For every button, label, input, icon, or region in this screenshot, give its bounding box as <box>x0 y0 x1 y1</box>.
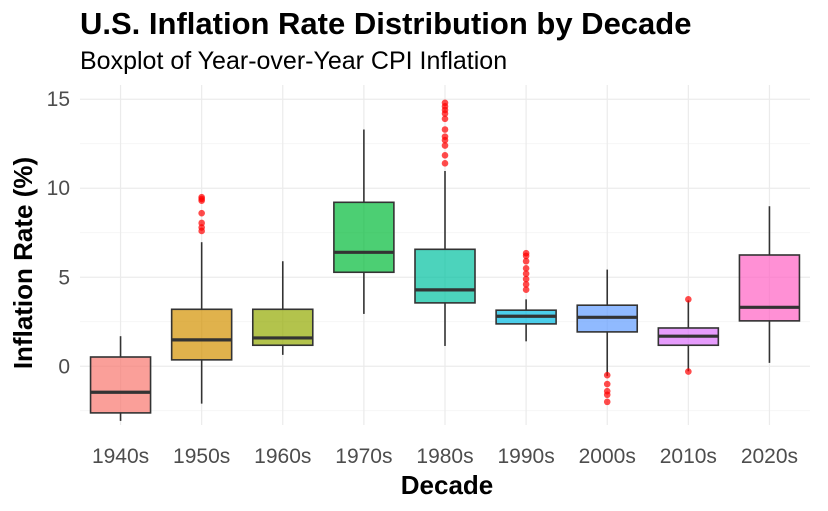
box-iqr <box>89 356 152 414</box>
outlier-point <box>522 265 530 272</box>
outlier-point <box>198 209 205 217</box>
outlier-point <box>522 249 530 257</box>
outlier-point <box>198 193 205 201</box>
x-tick-label: 2000s <box>579 445 636 468</box>
outlier-point <box>441 160 449 167</box>
outlier-point <box>522 257 530 265</box>
y-tick-label: 5 <box>58 266 70 289</box>
outlier-point <box>441 133 449 140</box>
box-iqr <box>738 254 801 322</box>
box-1980s <box>414 99 476 346</box>
x-tick-label: 1940s <box>92 445 149 468</box>
x-tick-label: 2010s <box>660 445 717 468</box>
x-tick-label: 1960s <box>254 445 311 468</box>
chart-subtitle: Boxplot of Year-over-Year CPI Inflation <box>80 47 508 75</box>
outlier-point <box>522 275 530 283</box>
outlier-point <box>603 371 611 379</box>
outlier-point <box>441 99 449 107</box>
outlier-point <box>441 142 449 149</box>
x-axis-title: Decade <box>401 470 494 500</box>
box-1940s <box>89 336 152 421</box>
y-tick-label: 0 <box>58 355 70 378</box>
box-iqr <box>333 201 395 274</box>
x-tick-label: 1970s <box>335 445 392 468</box>
outlier-point <box>522 281 530 288</box>
outlier-point <box>522 286 530 294</box>
outlier-point <box>441 126 449 133</box>
box-1990s <box>495 249 557 342</box>
box-2000s <box>576 269 639 406</box>
y-tick-label: 15 <box>47 88 70 111</box>
box-1950s <box>170 193 233 404</box>
x-tick-label: 1980s <box>416 445 473 468</box>
box-1970s <box>333 129 395 314</box>
outlier-point <box>603 398 611 406</box>
outlier-point <box>685 368 692 375</box>
box-2020s <box>738 206 801 363</box>
outlier-point <box>522 270 530 277</box>
outlier-point <box>685 296 692 303</box>
boxes <box>89 99 801 421</box>
outlier-point <box>198 219 205 227</box>
box-iqr <box>414 248 476 304</box>
tick-labels: 0 5 10 15 1940s 1950s 1960s 1970s 1980s 1990s 2000… <box>47 88 798 468</box>
box-1960s <box>251 261 314 355</box>
y-tick-label: 10 <box>47 177 70 200</box>
box-iqr <box>251 308 314 347</box>
outlier-point <box>603 380 611 388</box>
box-2010s <box>657 296 720 375</box>
x-tick-label: 2020s <box>741 445 798 468</box>
box-iqr <box>170 308 233 361</box>
outlier-point <box>603 391 611 399</box>
outlier-point <box>441 115 449 123</box>
x-tick-label: 1950s <box>173 445 230 468</box>
outlier-point <box>441 152 449 159</box>
y-axis-title: Inflation Rate (%) <box>8 157 38 369</box>
x-tick-label: 1990s <box>498 445 555 468</box>
chart-title: U.S. Inflation Rate Distribution by Deca… <box>80 6 692 41</box>
